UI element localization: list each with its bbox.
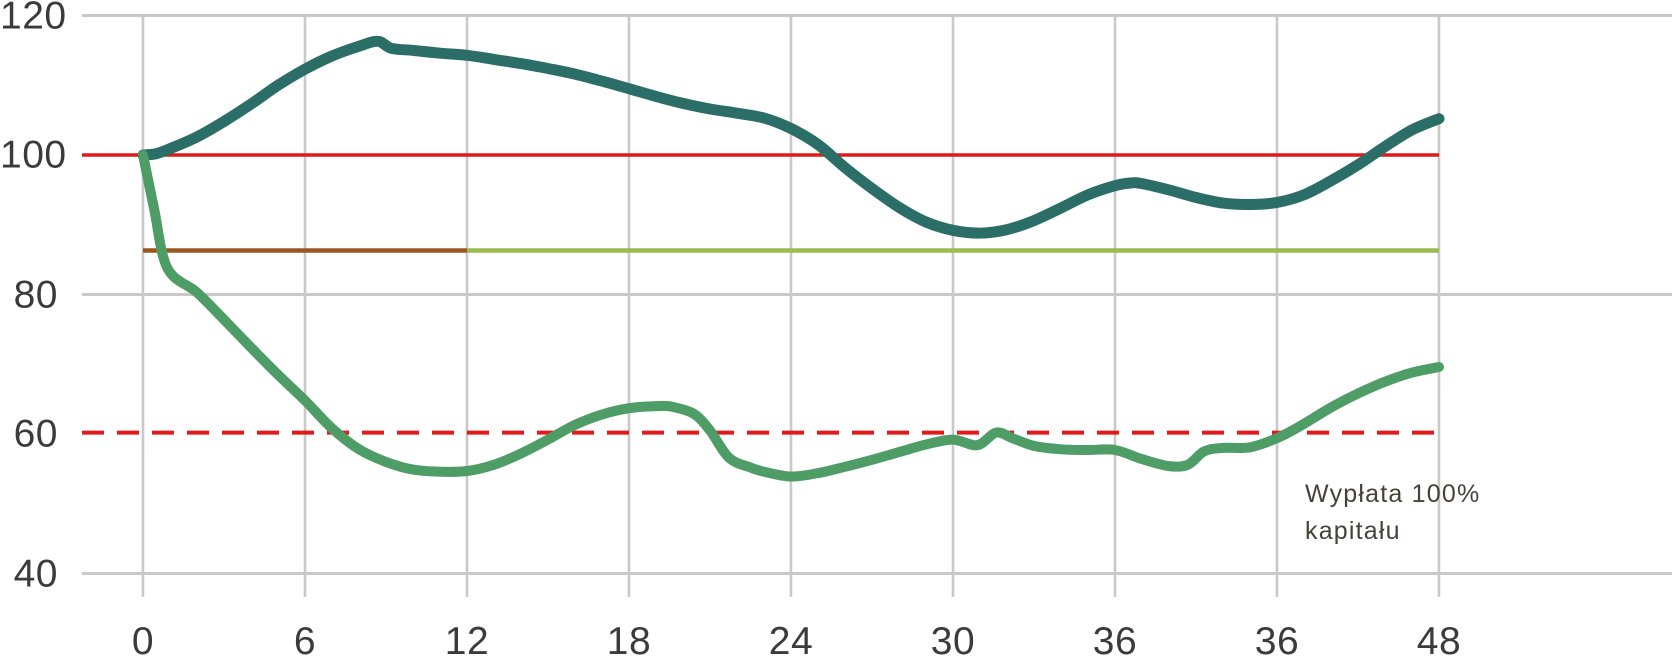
x-tick-label: 0: [131, 620, 155, 659]
annotation-payout: Wypłata 100% kapitału: [1305, 476, 1480, 550]
x-tick-label: 48: [1416, 620, 1462, 659]
series-teal-curve: [137, 35, 1445, 239]
annotation-payout-line2: kapitału: [1305, 517, 1401, 545]
y-tick-label: 60: [13, 412, 58, 456]
x-tick-label: 36: [1254, 620, 1300, 659]
y-tick-label: 100: [0, 133, 67, 177]
x-tick-label: 36: [1092, 620, 1138, 659]
x-tick-label: 6: [293, 620, 317, 659]
series-green-curve: [138, 150, 1444, 482]
y-tick-label: 120: [0, 0, 67, 37]
x-tick-label: 24: [768, 620, 814, 659]
y-tick-label: 80: [13, 273, 58, 316]
x-tick-label: 12: [444, 620, 490, 659]
y-tick-label: 40: [13, 552, 58, 595]
x-tick-label: 18: [606, 620, 652, 659]
x-tick-label: 30: [930, 620, 976, 659]
annotation-payout-line1: Wypłata 100%: [1305, 480, 1481, 508]
